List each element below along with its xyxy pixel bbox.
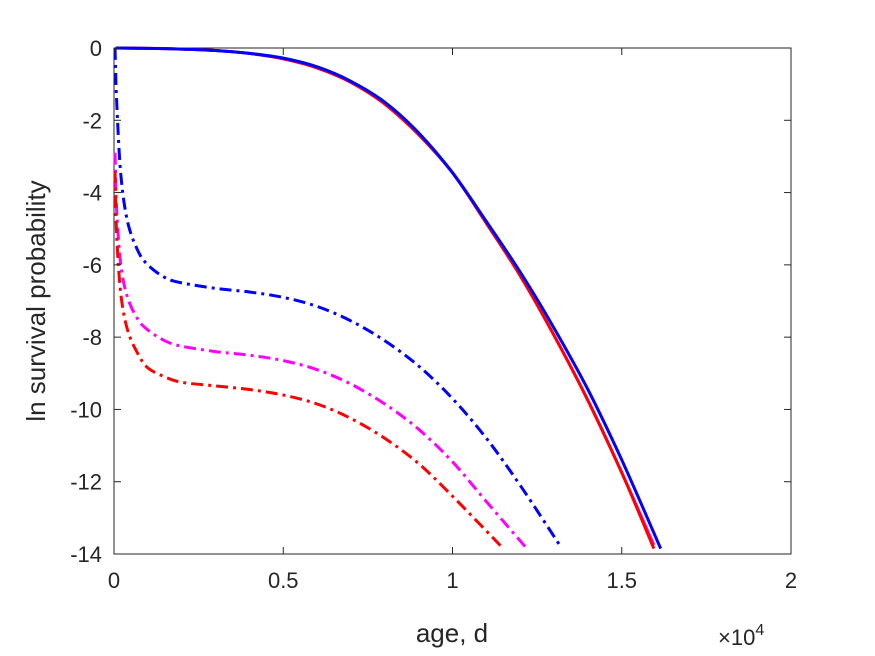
x-axis-label: age, d (416, 618, 488, 648)
series-line-6 (113, 170, 503, 548)
x-tick-label: 2 (785, 568, 797, 593)
plot-area (113, 47, 792, 555)
series-layer (113, 46, 663, 550)
y-tick-label: 0 (90, 36, 102, 61)
series-line-4 (113, 47, 563, 548)
x-tick-label: 1 (446, 568, 458, 593)
series-line-5 (113, 152, 527, 548)
y-tick-label: -8 (82, 325, 102, 350)
x-tick-label: 0 (108, 568, 120, 593)
x-axis-exponent-base: ×10 (718, 625, 755, 650)
ticks-layer: 0 0.5 1 1.5 2 0 -2 -4 -6 -8 -10 -12 -14 (70, 36, 797, 593)
y-tick-label: -12 (70, 470, 102, 495)
x-tick-label: 1.5 (606, 568, 637, 593)
y-tick-label: -14 (70, 542, 102, 567)
y-tick-label: -10 (70, 397, 102, 422)
y-tick-label: -4 (82, 181, 102, 206)
y-axis-label: ln survival probability (21, 180, 51, 421)
y-tick-label: -6 (82, 253, 102, 278)
series-line-3 (115, 46, 663, 550)
x-axis-exponent-power: 4 (755, 622, 764, 639)
y-tick-label: -2 (82, 108, 102, 133)
x-tick-label: 0.5 (268, 568, 299, 593)
x-axis-exponent: ×104 (718, 622, 764, 650)
